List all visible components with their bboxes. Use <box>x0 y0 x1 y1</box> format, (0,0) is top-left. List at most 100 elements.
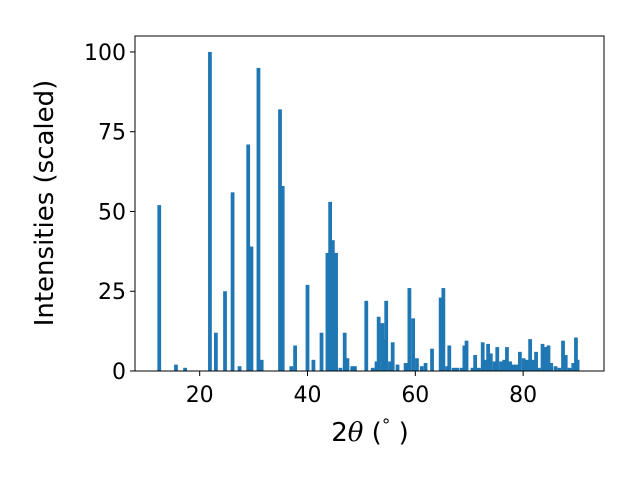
bar <box>441 288 446 371</box>
bar <box>455 367 460 371</box>
bar <box>223 291 227 371</box>
bar <box>571 363 576 371</box>
bar <box>376 316 381 371</box>
bar <box>319 332 324 371</box>
bar <box>423 363 428 371</box>
bar <box>213 332 218 371</box>
bar <box>305 284 310 371</box>
bar <box>280 185 285 371</box>
x-tick-label: 80 <box>509 383 537 408</box>
bar <box>249 246 254 371</box>
bar <box>536 367 541 371</box>
y-tick-label: 75 <box>98 121 126 146</box>
bar <box>508 361 513 371</box>
x-axis-ticks: 20 40 60 80 <box>186 371 537 408</box>
y-tick-label: 0 <box>112 360 126 385</box>
bar <box>342 332 347 371</box>
bar <box>543 347 548 371</box>
x-tick-label: 60 <box>401 383 429 408</box>
bar <box>380 323 385 371</box>
bar <box>388 361 392 371</box>
y-tick-label: 25 <box>98 280 126 305</box>
bar <box>345 358 350 371</box>
bar <box>546 345 551 371</box>
bar <box>403 363 408 371</box>
bar <box>395 364 400 371</box>
bar <box>183 367 188 371</box>
bar <box>502 359 507 371</box>
bar <box>278 109 282 371</box>
bar <box>534 351 538 371</box>
bar <box>237 366 242 371</box>
bar <box>334 252 338 371</box>
bar <box>540 343 545 371</box>
bar <box>256 67 261 372</box>
bar <box>549 363 554 371</box>
bar <box>208 51 212 371</box>
bar <box>567 367 572 371</box>
bar <box>575 359 580 371</box>
bar <box>470 367 475 371</box>
bar <box>246 144 251 371</box>
bar <box>495 347 500 371</box>
y-tick-label: 100 <box>84 41 126 66</box>
bar <box>445 366 450 371</box>
bar <box>338 367 343 371</box>
x-tick-label: 20 <box>186 383 214 408</box>
bar <box>462 345 467 371</box>
x-axis-label: 2θ (° ) <box>331 416 409 448</box>
bar <box>514 364 519 371</box>
bar <box>553 366 558 371</box>
bar <box>330 240 335 371</box>
y-axis-label: Intensities (scaled) <box>30 80 60 327</box>
plot-frame <box>134 35 605 372</box>
bar <box>521 358 526 371</box>
bar <box>370 367 375 371</box>
bar <box>561 340 565 371</box>
bar <box>407 288 412 371</box>
bar <box>477 367 481 371</box>
bar <box>473 355 478 371</box>
bar-series <box>157 51 580 372</box>
bar <box>259 359 264 371</box>
bar <box>350 366 355 371</box>
y-tick-label: 50 <box>98 200 126 225</box>
bar <box>486 343 490 371</box>
bar <box>415 358 419 371</box>
bar <box>230 192 235 371</box>
bar <box>325 252 330 371</box>
bar <box>311 359 316 371</box>
bar <box>328 201 333 371</box>
bar <box>451 367 456 371</box>
bar <box>411 318 416 371</box>
bar <box>557 367 562 371</box>
bar <box>430 348 434 371</box>
bar <box>528 339 533 371</box>
bar <box>438 297 443 371</box>
bar <box>464 340 469 371</box>
bar <box>505 347 509 371</box>
bar <box>484 359 488 371</box>
bar <box>157 205 162 371</box>
x-tick-label: 40 <box>294 383 322 408</box>
bar <box>488 353 493 371</box>
bar <box>518 351 522 371</box>
bar <box>390 342 395 371</box>
bar <box>293 345 297 371</box>
bar <box>499 361 503 371</box>
bar <box>174 364 178 371</box>
bar <box>384 300 389 371</box>
bar <box>374 361 379 371</box>
bar <box>563 355 568 371</box>
bar <box>419 366 424 371</box>
bar <box>531 359 536 371</box>
bar <box>353 366 357 371</box>
bar <box>447 345 452 371</box>
bar <box>574 337 578 371</box>
y-axis-ticks: 0 25 50 75 100 <box>84 41 135 385</box>
bar <box>511 364 516 371</box>
bar <box>525 359 529 371</box>
bar <box>289 366 294 371</box>
bar <box>480 342 485 371</box>
